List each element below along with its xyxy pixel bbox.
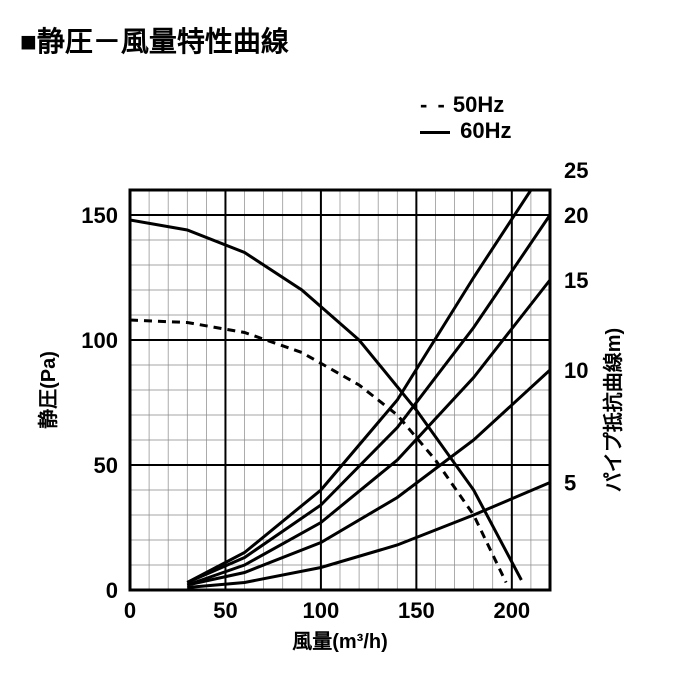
svg-text:5: 5 [564,471,576,496]
svg-text:100: 100 [81,328,118,353]
svg-text:150: 150 [81,203,118,228]
svg-text:50: 50 [94,453,118,478]
svg-text:0: 0 [124,598,136,623]
svg-text:0: 0 [106,578,118,603]
svg-text:10: 10 [564,358,588,383]
svg-text:20: 20 [564,203,588,228]
chart-container: ■静圧－風量特性曲線 - - 50Hz 60Hz 050100150200風量(… [0,0,700,700]
svg-text:風量(m³/h): 風量(m³/h) [292,630,388,653]
svg-text:50: 50 [213,598,237,623]
svg-text:150: 150 [398,598,435,623]
svg-text:100: 100 [303,598,340,623]
svg-text:15: 15 [564,268,588,293]
svg-text:25: 25 [564,158,588,183]
svg-text:静圧(Pa): 静圧(Pa) [36,351,60,429]
chart-svg: 0 50 100 150 200 風量(m³/h) 0 50 100 150 静圧(Pa) 5 10 15… [0,0,700,700]
svg-text:200: 200 [493,598,530,623]
svg-text:パイプ抵抗曲線m): パイプ抵抗曲線m) [601,328,625,492]
